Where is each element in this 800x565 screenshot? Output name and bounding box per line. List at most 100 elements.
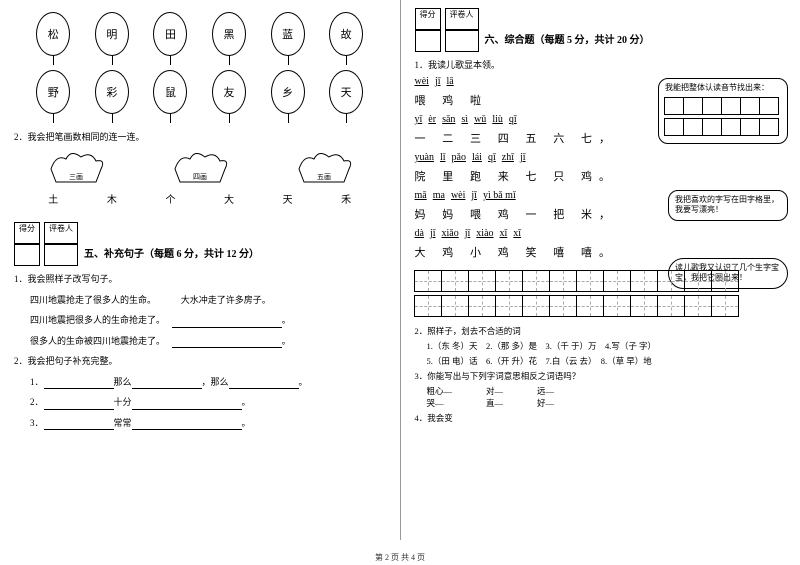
poem-block: wèijīlā 喂 鸡 啦 yīèrsānsìwǔliùqī 一 二 三 四 五… [415, 76, 630, 260]
hanzi-row: 院 里 跑 来 七 只 鸡。 [415, 168, 630, 184]
q6-4-label: 4．我会变 [415, 412, 787, 424]
balloon: 明 [95, 12, 129, 56]
text: 大水冲走了许多房子。 [181, 295, 271, 305]
blank-line[interactable] [172, 318, 282, 328]
balloon: 野 [36, 70, 70, 114]
q6-2-block: 2．照样子，划去不合适的词 1.（东 冬）天 2.（那 多）是 3.（千 于）万… [415, 325, 787, 424]
q5-2-line: 1．那么，那么。 [14, 376, 386, 390]
hanzi-row: 喂 鸡 啦 [415, 92, 630, 108]
balloon: 乡 [271, 70, 305, 114]
blank-line[interactable] [132, 400, 242, 410]
text: 常常 [114, 418, 132, 428]
blank-line[interactable] [132, 420, 242, 430]
left-column: 松 明 田 黑 蓝 故 野 彩 鼠 友 乡 天 2．我会把笔画数相同的连一连。 … [0, 0, 401, 540]
q5-2-label: 2．我会把句子补充完整。 [14, 355, 386, 369]
char-row: 土 木 个 大 天 禾 [24, 191, 376, 206]
text: 那么 [114, 377, 132, 387]
q6-3-pairs: 粗心— 对— 远— 哭— 直— 好— [415, 385, 787, 409]
worksheet-page: 松 明 田 黑 蓝 故 野 彩 鼠 友 乡 天 2．我会把笔画数相同的连一连。 … [0, 0, 800, 540]
hanzi-row: 妈 妈 喂 鸡 一 把 米， [415, 206, 630, 222]
tian-grid-row[interactable] [415, 295, 787, 317]
text: ，那么 [202, 377, 229, 387]
pinyin-row: yīèrsānsìwǔliùqī [415, 114, 630, 125]
right-column: 得分 评卷人 六、综合题（每题 5 分，共计 20 分） 1．我读儿歌显本领。 … [401, 0, 800, 540]
basket: 三画 [41, 149, 111, 185]
pinyin-grid[interactable] [665, 97, 781, 115]
bubble-text: 我能把整体认读音节找出来： [665, 83, 769, 92]
grader-label: 评卷人 [445, 8, 479, 30]
balloon: 田 [153, 12, 187, 56]
svg-text:三画: 三画 [69, 173, 83, 181]
q5-1-label: 1．我会照样子改写句子。 [14, 273, 386, 287]
pinyin-row: dàjīxiǎojīxiàoxīxī [415, 228, 630, 239]
text: 十分 [114, 397, 132, 407]
question-5-body: 1．我会照样子改写句子。 四川地震抢走了很多人的生命。 大水冲走了许多房子。 四… [14, 273, 386, 430]
score-box: 得分 评卷人 [415, 8, 479, 52]
q6-2-items2: 5.（田 电）话 6.（开 升）花 7.白（云 去） 8.（草 早）地 [415, 355, 787, 367]
balloon: 彩 [95, 70, 129, 114]
blank-line[interactable] [44, 400, 114, 410]
blank-line[interactable] [132, 379, 202, 389]
balloon: 天 [329, 70, 363, 114]
q6-2-label: 2．照样子，划去不合适的词 [415, 325, 787, 337]
balloon: 故 [329, 12, 363, 56]
score-col: 得分 [415, 8, 441, 52]
text: 四川地震抢走了很多人的生命。 [30, 295, 152, 305]
speech-bubble-2: 我把喜欢的字写在田字格里，我要写漂亮！ [668, 190, 788, 221]
score-label: 得分 [14, 222, 40, 244]
text: 四川地震把很多人的生命抢走了。 [30, 315, 161, 325]
pinyin-row: yuànlǐpǎoláiqīzhījī [415, 152, 630, 163]
text: 很多人的生命被四川地震抢走了。 [30, 336, 161, 346]
q5-2-line: 2．十分。 [14, 396, 386, 410]
balloon: 蓝 [271, 12, 305, 56]
grader-blank [445, 30, 479, 52]
char: 禾 [341, 191, 351, 206]
basket: 五画 [289, 149, 359, 185]
blank-line[interactable] [44, 420, 114, 430]
q6-3-label: 3．你能写出与下列字词意思相反之词语吗？ [415, 370, 787, 382]
basket-row: 三画 四画 五画 [14, 149, 386, 185]
blank-line[interactable] [44, 379, 114, 389]
question-2-label: 2．我会把笔画数相同的连一连。 [14, 130, 386, 143]
score-blank [14, 244, 40, 266]
balloon: 黑 [212, 12, 246, 56]
q5-2-line: 3．常常。 [14, 417, 386, 431]
blank-line[interactable] [172, 338, 282, 348]
q6-1-label: 1．我读儿歌显本领。 [415, 58, 787, 71]
score-blank [415, 30, 441, 52]
char: 木 [107, 191, 117, 206]
page-footer: 第 2 页 共 4 页 [0, 552, 800, 563]
grader-label: 评卷人 [44, 222, 78, 244]
basket: 四画 [165, 149, 235, 185]
svg-text:四画: 四画 [193, 173, 207, 181]
svg-text:五画: 五画 [317, 173, 331, 181]
hanzi-row: 一 二 三 四 五 六 七， [415, 130, 630, 146]
char: 土 [48, 191, 58, 206]
pinyin-row: māmawèijīyì bǎ mǐ [415, 190, 630, 201]
balloon: 松 [36, 12, 70, 56]
char: 大 [224, 191, 234, 206]
char: 天 [283, 191, 293, 206]
grader-col: 评卷人 [44, 222, 78, 266]
score-col: 得分 [14, 222, 40, 266]
pinyin-grid[interactable] [665, 118, 781, 136]
grader-blank [44, 244, 78, 266]
char: 个 [165, 191, 175, 206]
grader-col: 评卷人 [445, 8, 479, 52]
section-5-header: 得分 评卷人 五、补充句子（每题 6 分，共计 12 分） [14, 212, 386, 266]
q6-2-items: 1.（东 冬）天 2.（那 多）是 3.（千 于）万 4.写（子 字） [415, 340, 787, 352]
q5-1-line: 四川地震抢走了很多人的生命。 大水冲走了许多房子。 [14, 294, 386, 308]
blank-line[interactable] [229, 379, 299, 389]
section-6-header: 得分 评卷人 六、综合题（每题 5 分，共计 20 分） [415, 8, 787, 52]
score-label: 得分 [415, 8, 441, 30]
balloon: 鼠 [153, 70, 187, 114]
pinyin-row: wèijīlā [415, 76, 630, 87]
section-5-title: 五、补充句子（每题 6 分，共计 12 分） [84, 245, 259, 260]
balloon-row-1: 松 明 田 黑 蓝 故 [24, 12, 376, 56]
section-6-title: 六、综合题（每题 5 分，共计 20 分） [485, 31, 650, 46]
tian-grid-row[interactable] [415, 270, 787, 292]
q5-1-line: 很多人的生命被四川地震抢走了。 。 [14, 335, 386, 349]
hanzi-row: 大 鸡 小 鸡 笑 嘻 嘻。 [415, 244, 630, 260]
balloon: 友 [212, 70, 246, 114]
balloon-row-2: 野 彩 鼠 友 乡 天 [24, 70, 376, 114]
